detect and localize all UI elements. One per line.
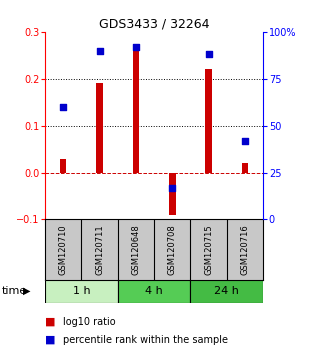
Text: GSM120708: GSM120708 [168, 224, 177, 275]
Bar [169, 172, 176, 215]
Text: log10 ratio: log10 ratio [63, 317, 115, 327]
Text: time: time [2, 286, 27, 296]
Text: GSM120716: GSM120716 [240, 224, 249, 275]
Point [133, 44, 138, 50]
Bar [205, 69, 212, 172]
Bar [242, 163, 248, 172]
Text: GSM120711: GSM120711 [95, 224, 104, 275]
Point [206, 52, 211, 57]
Point [170, 185, 175, 190]
Text: ▶: ▶ [23, 286, 30, 296]
Bar [60, 159, 66, 172]
Text: percentile rank within the sample: percentile rank within the sample [63, 335, 228, 345]
Point [242, 138, 247, 143]
Text: 4 h: 4 h [145, 286, 163, 296]
Bar [133, 51, 139, 172]
Point [61, 104, 66, 110]
Bar [118, 280, 190, 303]
Text: 24 h: 24 h [214, 286, 239, 296]
Text: ■: ■ [45, 317, 56, 327]
Title: GDS3433 / 32264: GDS3433 / 32264 [99, 18, 209, 31]
Bar [190, 280, 263, 303]
Text: GSM120710: GSM120710 [59, 224, 68, 275]
Bar [45, 280, 118, 303]
Text: 1 h: 1 h [73, 286, 90, 296]
Bar [96, 84, 103, 172]
Text: GSM120648: GSM120648 [131, 224, 140, 275]
Point [97, 48, 102, 53]
Text: GSM120715: GSM120715 [204, 224, 213, 275]
Text: ■: ■ [45, 335, 56, 345]
